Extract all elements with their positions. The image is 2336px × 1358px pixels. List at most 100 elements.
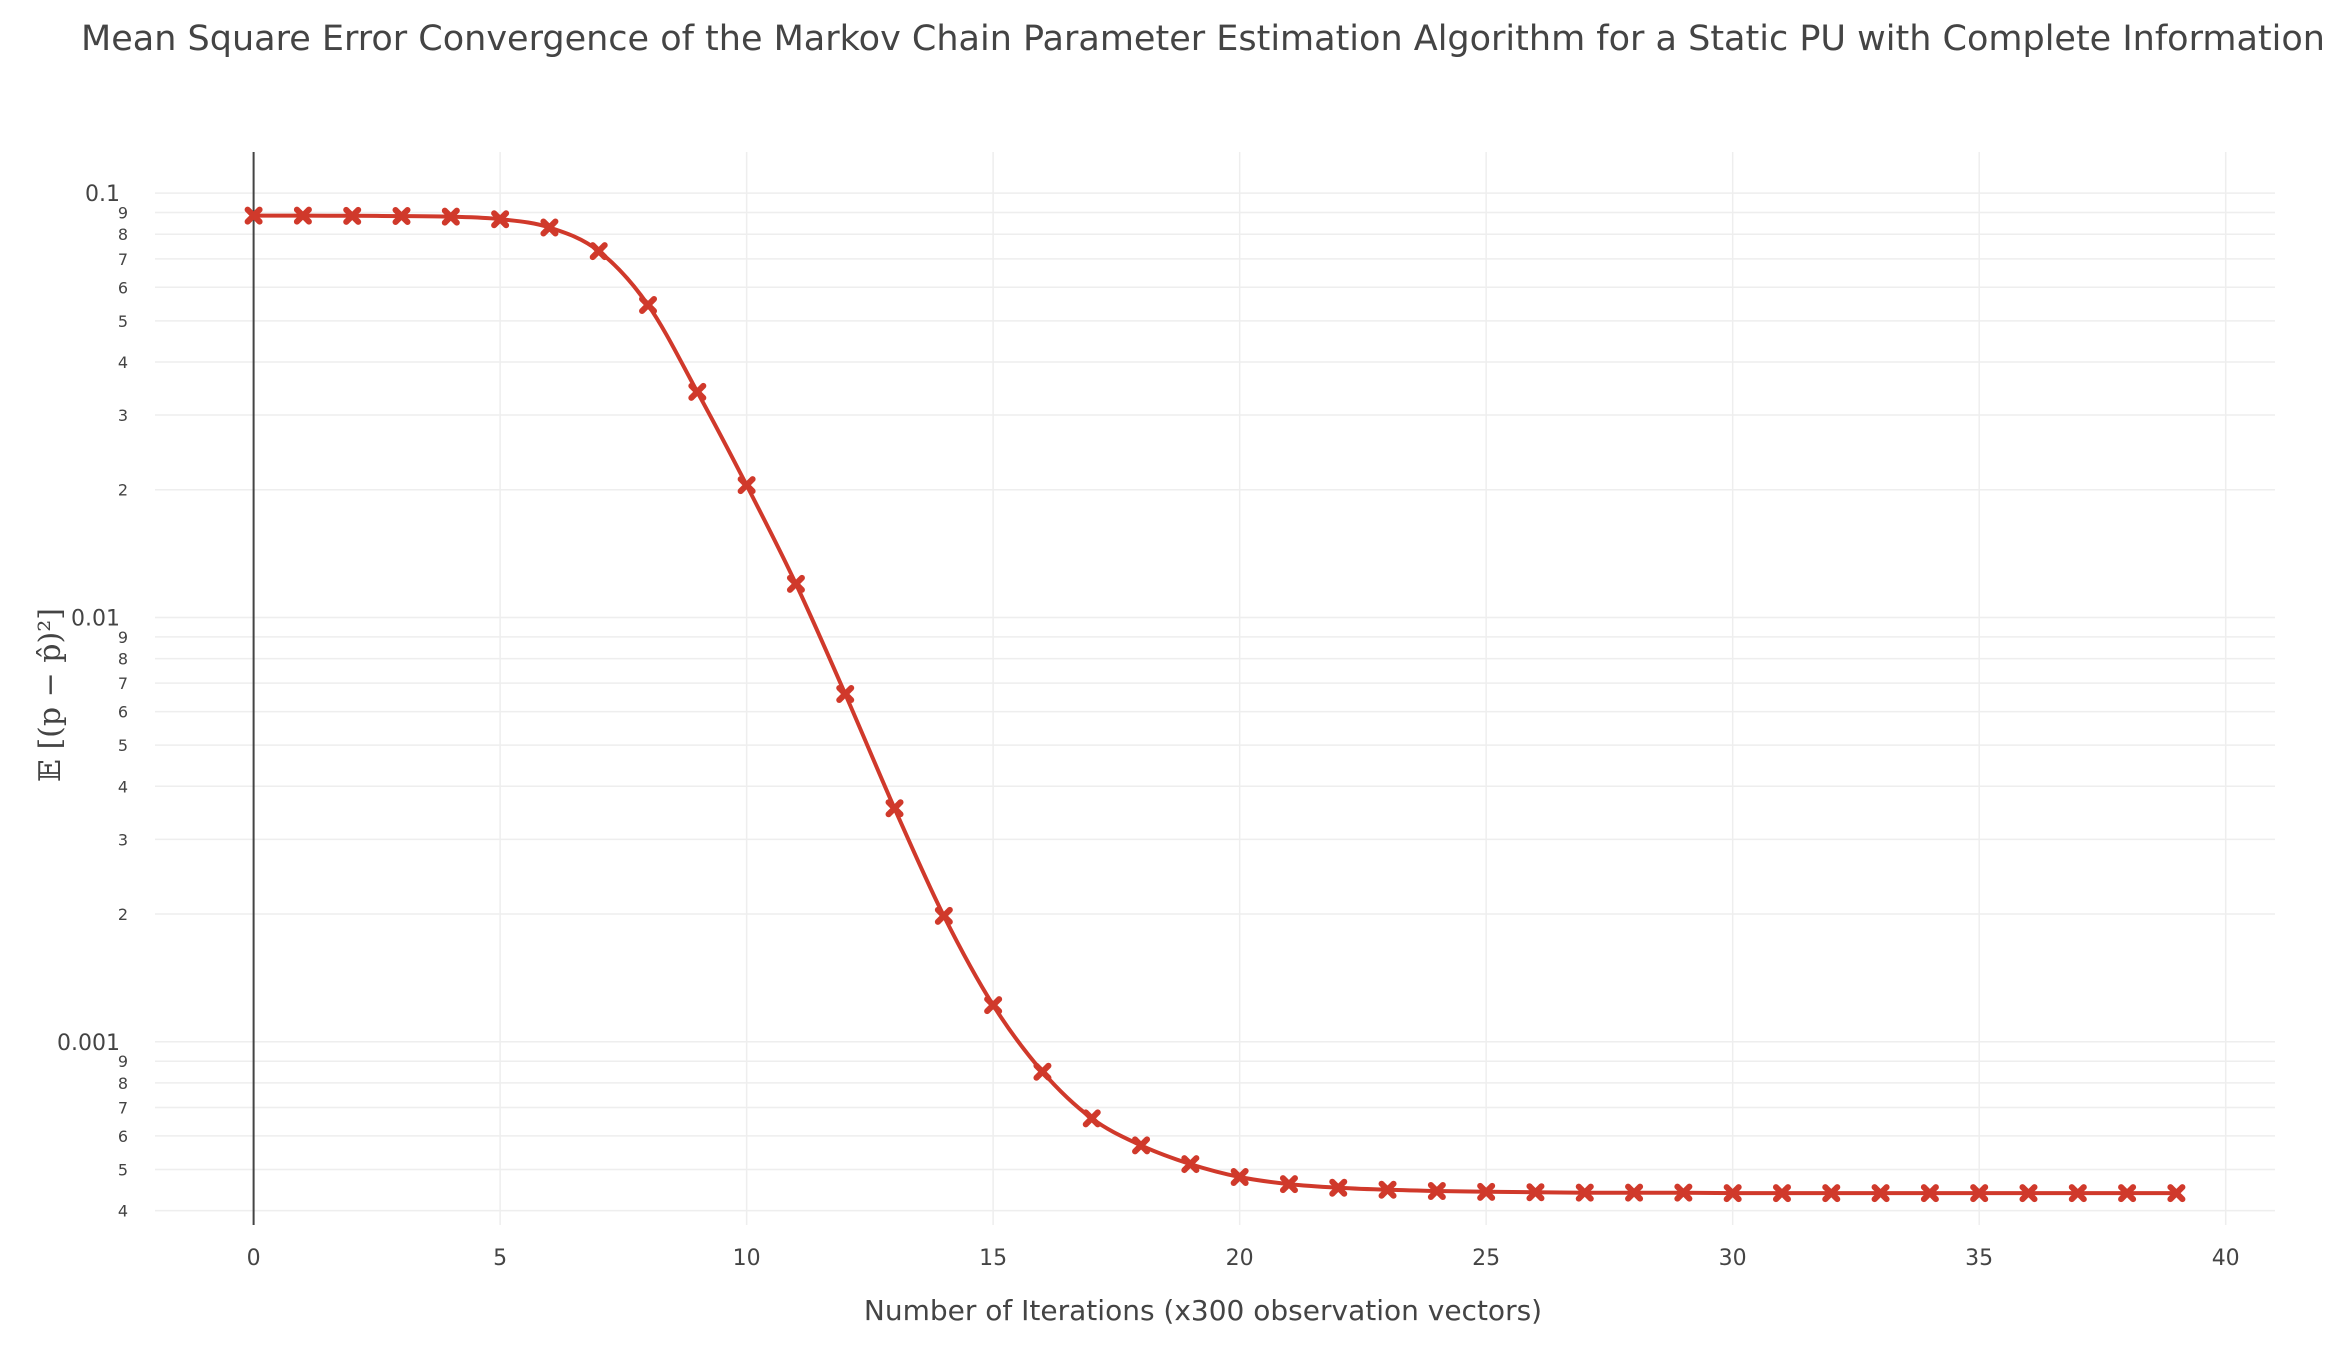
- series-layer: [244, 206, 2186, 1203]
- y-tick-label: 2: [118, 481, 128, 500]
- y-tick-label: 0.01: [71, 606, 120, 631]
- y-tick-label: 8: [118, 650, 128, 669]
- x-tick-label: 35: [1965, 1246, 1993, 1271]
- data-point: [1230, 1168, 1249, 1187]
- marker-stroke: [1625, 1183, 1644, 1202]
- data-point: [1871, 1184, 1890, 1203]
- data-point: [1822, 1184, 1841, 1203]
- data-point: [1575, 1183, 1594, 1202]
- marker-stroke: [1082, 1109, 1101, 1128]
- data-point: [885, 799, 904, 818]
- y-tick-label: 0.1: [85, 182, 120, 207]
- y-tick-label: 4: [118, 353, 128, 372]
- y-tick-label: 5: [118, 736, 128, 755]
- data-point: [1279, 1175, 1298, 1194]
- marker-stroke: [1477, 1182, 1496, 1201]
- y-tick-label: 9: [118, 204, 128, 223]
- data-point: [737, 476, 756, 495]
- x-tick-label: 30: [1719, 1246, 1747, 1271]
- data-point: [1427, 1181, 1446, 1200]
- marker-stroke: [589, 242, 608, 261]
- x-tick-label: 10: [733, 1246, 761, 1271]
- marker-stroke: [885, 799, 904, 818]
- marker-stroke: [688, 382, 707, 401]
- data-point: [1625, 1183, 1644, 1202]
- x-tick-label: 40: [2212, 1246, 2240, 1271]
- marker-stroke: [2118, 1184, 2137, 1203]
- marker-stroke: [1575, 1183, 1594, 1202]
- marker-stroke: [1132, 1136, 1151, 1155]
- y-tick-label: 6: [118, 1127, 128, 1146]
- y-tick-label: 8: [118, 1074, 128, 1093]
- marker-stroke: [2167, 1184, 2186, 1203]
- data-point: [1920, 1184, 1939, 1203]
- y-tick-label: 7: [118, 1099, 128, 1118]
- marker-stroke: [1378, 1180, 1397, 1199]
- marker-stroke: [1033, 1062, 1052, 1081]
- marker-stroke: [540, 218, 559, 237]
- x-tick-label: 5: [493, 1246, 507, 1271]
- marker-stroke: [293, 206, 312, 225]
- data-point: [1477, 1182, 1496, 1201]
- marker-stroke: [491, 210, 510, 229]
- data-point: [1181, 1155, 1200, 1174]
- marker-stroke: [1279, 1175, 1298, 1194]
- data-point: [540, 218, 559, 237]
- x-tick-label: 20: [1226, 1246, 1254, 1271]
- data-point: [2019, 1184, 2038, 1203]
- marker-stroke: [1920, 1184, 1939, 1203]
- marker-stroke: [1427, 1181, 1446, 1200]
- marker-stroke: [1822, 1184, 1841, 1203]
- y-tick-label: 4: [118, 777, 128, 796]
- marker-stroke: [2019, 1184, 2038, 1203]
- marker-stroke: [1674, 1183, 1693, 1202]
- y-tick-label: 0.001: [57, 1031, 120, 1056]
- marker-stroke: [1526, 1183, 1545, 1202]
- data-point: [1772, 1184, 1791, 1203]
- marker-stroke: [1970, 1184, 1989, 1203]
- data-point: [1723, 1184, 1742, 1203]
- marker-stroke: [1871, 1184, 1890, 1203]
- marker-stroke: [1772, 1184, 1791, 1203]
- y-tick-label: 5: [118, 312, 128, 331]
- y-tick-label: 2: [118, 905, 128, 924]
- x-axis-label: Number of Iterations (x300 observation v…: [864, 1294, 1542, 1327]
- data-point: [293, 206, 312, 225]
- y-tick-label: 6: [118, 278, 128, 297]
- data-point: [343, 206, 362, 225]
- marker-stroke: [343, 206, 362, 225]
- marker-stroke: [737, 476, 756, 495]
- chart-title: Mean Square Error Convergence of the Mar…: [81, 19, 2325, 59]
- marker-stroke: [1329, 1178, 1348, 1197]
- x-tick-label: 15: [979, 1246, 1007, 1271]
- data-point: [392, 207, 411, 226]
- y-tick-label: 7: [118, 250, 128, 269]
- y-axis-label: 𝔼 [(p − p̂)²]: [33, 608, 68, 782]
- data-point: [1082, 1109, 1101, 1128]
- data-point: [1674, 1183, 1693, 1202]
- data-point: [934, 906, 953, 925]
- y-tick-label: 5: [118, 1161, 128, 1180]
- data-point: [441, 207, 460, 226]
- x-tick-label: 25: [1472, 1246, 1500, 1271]
- data-point: [244, 206, 263, 225]
- data-point: [2118, 1184, 2137, 1203]
- y-tick-label: 8: [118, 225, 128, 244]
- y-tick-label: 3: [118, 830, 128, 849]
- data-point: [2068, 1184, 2087, 1203]
- x-axis: 0 5 10 15 20 25 30 35 40: [247, 1246, 2240, 1271]
- data-point: [1378, 1180, 1397, 1199]
- marker-stroke: [392, 207, 411, 226]
- y-tick-label: 4: [118, 1202, 128, 1221]
- data-point: [1970, 1184, 1989, 1203]
- y-tick-label: 7: [118, 674, 128, 693]
- y-tick-label: 6: [118, 703, 128, 722]
- y-tick-label: 3: [118, 406, 128, 425]
- y-tick-label: 9: [118, 1052, 128, 1071]
- x-tick-label: 0: [247, 1246, 261, 1271]
- marker-stroke: [934, 906, 953, 925]
- data-point: [589, 242, 608, 261]
- marker-stroke: [1181, 1155, 1200, 1174]
- data-point: [1526, 1183, 1545, 1202]
